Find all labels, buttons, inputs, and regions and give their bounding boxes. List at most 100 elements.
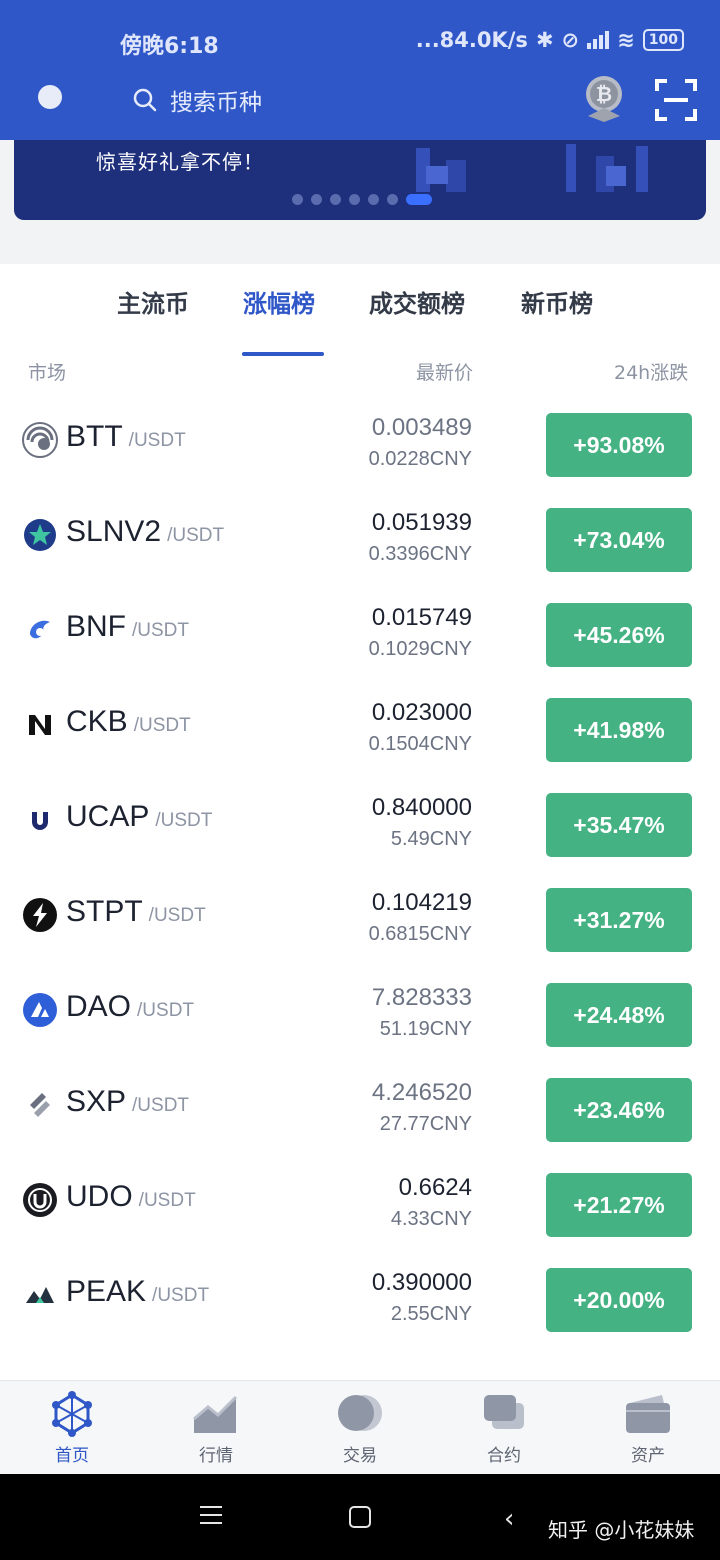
net-speed: ...84.0K/s [415, 28, 528, 52]
market-tabs: 主流币 涨幅榜 成交额榜 新币榜 [0, 284, 720, 356]
scan-icon[interactable] [654, 78, 698, 122]
svg-text:₿: ₿ [596, 82, 612, 106]
last-price: 0.390000 [371, 1269, 472, 1296]
price-cny: 0.3396CNY [368, 543, 472, 565]
tab-new-coins[interactable]: 新币榜 [521, 290, 593, 318]
promo-banner[interactable]: 惊喜好礼拿不停！ [14, 140, 706, 220]
pagination-dot[interactable] [368, 194, 379, 205]
price-cny: 4.33CNY [390, 1208, 472, 1230]
coin-quote: /USDT [167, 525, 225, 546]
bottom-navigation: 首页 行情 交易 合约 资产 [0, 1380, 720, 1474]
market-panel: 主流币 涨幅榜 成交额榜 新币榜 市场 最新价 24h涨跌 BTT/USDT 0… [0, 264, 720, 1380]
market-row[interactable]: BTT/USDT 0.003489 0.0228CNY +93.08% [0, 400, 720, 495]
column-price[interactable]: 最新价 [416, 362, 474, 384]
nav-home[interactable]: 首页 [22, 1389, 122, 1466]
coin-symbol: BTT [66, 420, 123, 453]
avatar[interactable] [38, 85, 62, 109]
market-row[interactable]: DAO/USDT 7.828333 51.19CNY +24.48% [0, 970, 720, 1065]
coin-symbol: UCAP [66, 800, 150, 833]
tab-volume[interactable]: 成交额榜 [369, 290, 465, 318]
battery-icon: 100 [642, 29, 684, 51]
home-button-icon[interactable] [349, 1506, 371, 1528]
price-cny: 0.1504CNY [368, 733, 472, 755]
price-cny: 51.19CNY [379, 1018, 472, 1040]
ckb-icon [29, 715, 51, 735]
bluetooth-icon: ✱ [535, 28, 554, 52]
market-row[interactable]: BNF/USDT 0.015749 0.1029CNY +45.26% [0, 590, 720, 685]
status-icons: ...84.0K/s ✱ ⊘ ≋ 100 [416, 28, 684, 52]
market-row[interactable]: STPT/USDT 0.104219 0.6815CNY +31.27% [0, 875, 720, 970]
watermark: 知乎 @小花妹妹 [548, 1518, 695, 1542]
change-badge[interactable]: +20.00% [546, 1268, 692, 1332]
coin-quote: /USDT [132, 620, 189, 641]
last-price: 0.840000 [371, 794, 472, 821]
market-row[interactable]: UCAP/USDT 0.840000 5.49CNY +35.47% [0, 780, 720, 875]
pagination-dot-active[interactable] [406, 194, 432, 205]
coin-symbol: UDO [66, 1180, 133, 1213]
pagination-dot[interactable] [311, 194, 322, 205]
coin-symbol: SXP [66, 1085, 127, 1118]
slnv2-icon [24, 519, 56, 551]
contract-cards-icon [484, 1395, 524, 1429]
nav-market[interactable]: 行情 [166, 1389, 266, 1466]
bitcoin-icon[interactable]: ₿ [580, 72, 628, 124]
coin-symbol: DAO [66, 990, 132, 1023]
nav-label: 合约 [487, 1446, 521, 1466]
coin-symbol: CKB [66, 705, 128, 738]
market-row[interactable]: UDO/USDT 0.6624 4.33CNY +21.27% [0, 1160, 720, 1255]
coin-quote: /USDT [155, 810, 213, 831]
bnf-icon [30, 620, 50, 639]
change-badge[interactable]: +73.04% [546, 508, 692, 572]
market-row[interactable]: CKB/USDT 0.023000 0.1504CNY +41.98% [0, 685, 720, 780]
trade-coins-icon [338, 1395, 382, 1431]
udo-icon [23, 1183, 57, 1217]
change-badge[interactable]: +31.27% [546, 888, 692, 952]
price-cny: 5.49CNY [390, 828, 472, 850]
market-row[interactable]: SLNV2/USDT 0.051939 0.3396CNY +73.04% [0, 495, 720, 590]
wifi-icon: ≋ [617, 28, 635, 52]
pagination-dot[interactable] [387, 194, 398, 205]
pagination-dot[interactable] [349, 194, 360, 205]
change-badge[interactable]: +24.48% [546, 983, 692, 1047]
pagination-dot[interactable] [292, 194, 303, 205]
sync-icon: ⊘ [561, 28, 580, 52]
last-price: 7.828333 [371, 984, 472, 1011]
status-time: 傍晚6:18 [120, 34, 219, 59]
change-badge[interactable]: +23.46% [546, 1078, 692, 1142]
column-change[interactable]: 24h涨跌 [614, 362, 689, 384]
last-price: 0.6624 [398, 1174, 472, 1201]
signal-icon [587, 31, 610, 49]
tab-gainers[interactable]: 涨幅榜 [243, 290, 315, 318]
price-cny: 0.0228CNY [368, 448, 472, 470]
pagination-dot[interactable] [330, 194, 341, 205]
dao-icon [23, 993, 57, 1027]
banner-illustration [416, 144, 648, 192]
nav-trade[interactable]: 交易 [310, 1389, 410, 1466]
change-badge[interactable]: +35.47% [546, 793, 692, 857]
market-row[interactable]: SXP/USDT 4.246520 27.77CNY +23.46% [0, 1065, 720, 1160]
last-price: 0.104219 [371, 889, 472, 916]
change-badge[interactable]: +41.98% [546, 698, 692, 762]
banner-pagination [292, 194, 432, 205]
sxp-icon [30, 1093, 50, 1117]
change-badge[interactable]: +21.27% [546, 1173, 692, 1237]
coin-quote: /USDT [132, 1095, 190, 1116]
coin-quote: /USDT [148, 905, 206, 926]
menu-icon[interactable] [200, 1506, 222, 1530]
coin-symbol: BNF [66, 610, 126, 643]
nav-label: 资产 [631, 1446, 665, 1466]
nav-contract[interactable]: 合约 [454, 1389, 554, 1466]
tab-mainstream[interactable]: 主流币 [117, 290, 189, 318]
nav-assets[interactable]: 资产 [598, 1389, 698, 1466]
last-price: 0.023000 [371, 699, 472, 726]
last-price: 0.003489 [371, 414, 472, 441]
home-network-icon [52, 1391, 92, 1437]
change-badge[interactable]: +93.08% [546, 413, 692, 477]
market-row[interactable]: PEAK/USDT 0.390000 2.55CNY +20.00% [0, 1255, 720, 1350]
nav-label: 行情 [199, 1446, 233, 1466]
search-bar[interactable]: 搜索币种 [132, 82, 262, 118]
change-badge[interactable]: +45.26% [546, 603, 692, 667]
back-icon[interactable]: ‹ [504, 1504, 515, 1534]
ucap-icon [32, 812, 48, 830]
btt-icon [22, 422, 58, 458]
